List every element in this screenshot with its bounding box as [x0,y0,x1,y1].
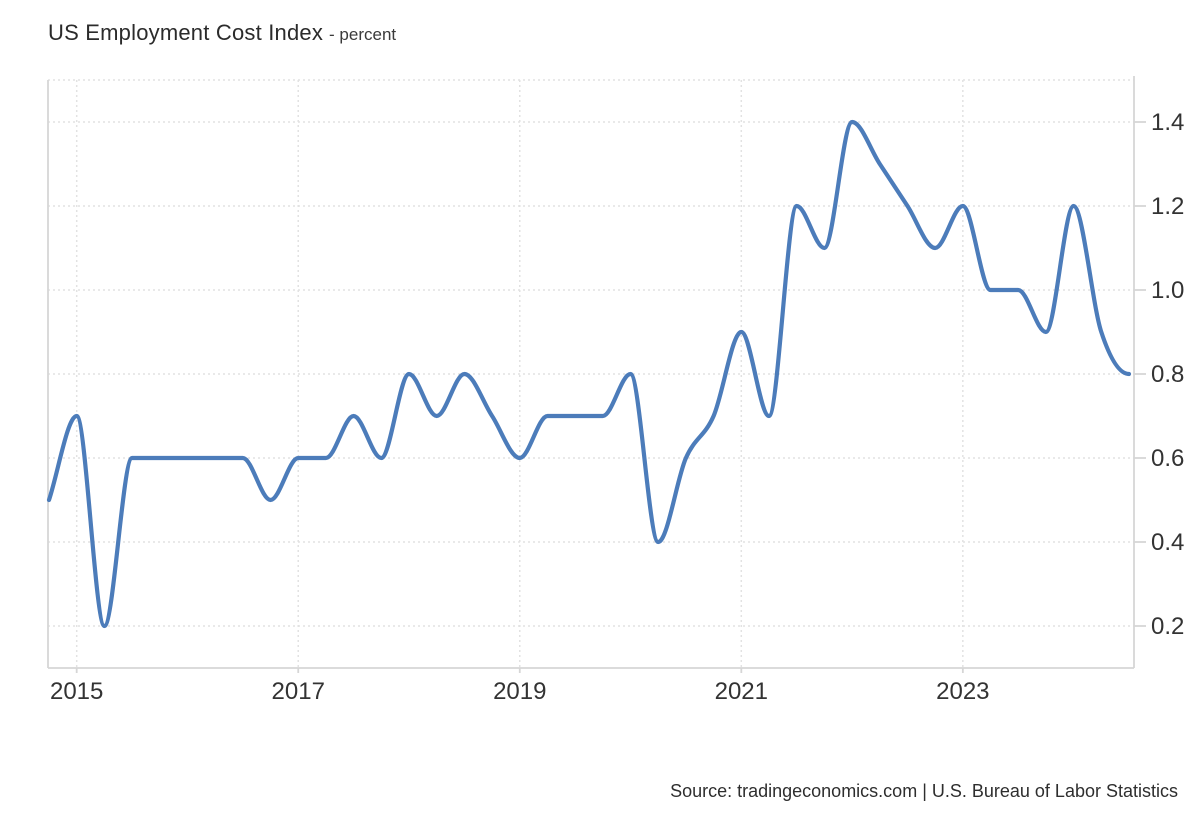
x-axis-labels: 2015 2017 2019 2021 2023 [50,678,990,705]
source-text: Source: tradingeconomics.com | U.S. Bure… [670,781,1178,801]
svg-text:0.4: 0.4 [1151,529,1184,556]
eci-series-line [46,119,1132,629]
y-axis-labels: 0.2 0.4 0.6 0.8 1.0 1.2 1.4 [1151,109,1184,640]
gridlines [48,79,1134,668]
svg-text:2015: 2015 [50,678,103,705]
chart-title: US Employment Cost Index [48,20,324,45]
chart-subtitle: - percent [329,25,397,44]
svg-text:1.0: 1.0 [1151,277,1184,304]
svg-text:0.8: 0.8 [1151,361,1184,388]
svg-text:2019: 2019 [493,678,546,705]
chart-header: US Employment Cost Index - percent [48,20,396,46]
svg-text:2021: 2021 [715,678,768,705]
svg-text:1.4: 1.4 [1151,109,1184,136]
svg-text:2023: 2023 [936,678,989,705]
svg-text:0.6: 0.6 [1151,445,1184,472]
svg-text:0.2: 0.2 [1151,613,1184,640]
svg-text:1.2: 1.2 [1151,193,1184,220]
axis-lines [47,76,1146,673]
svg-text:2017: 2017 [272,678,325,705]
